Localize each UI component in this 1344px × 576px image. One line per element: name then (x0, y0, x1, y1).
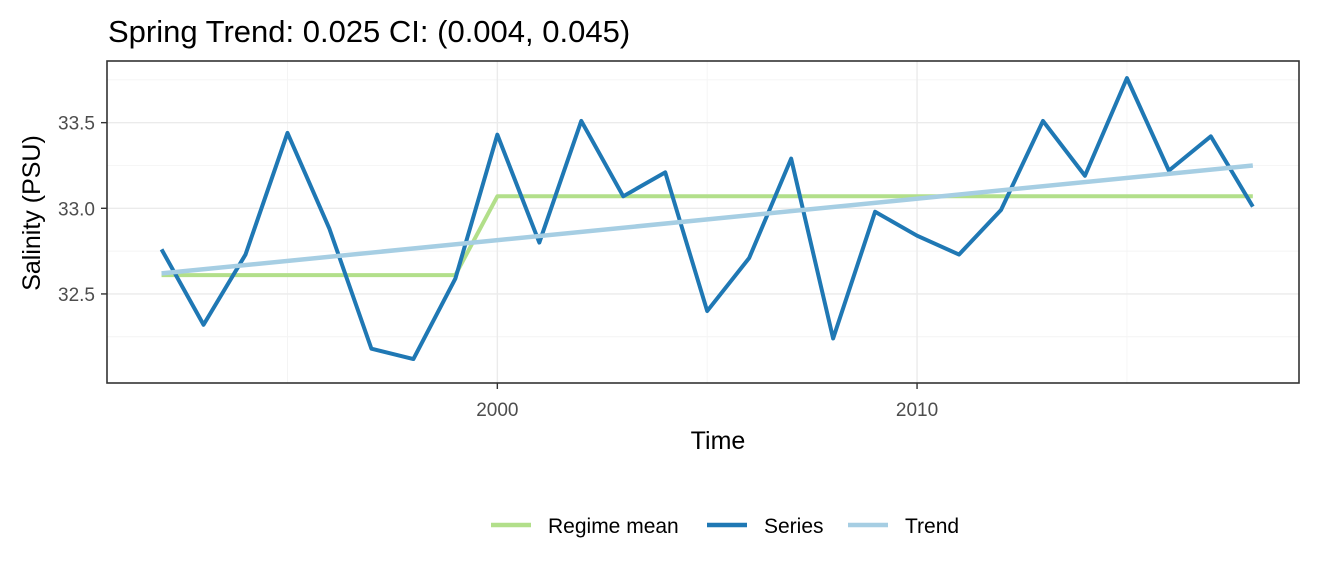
grid (107, 61, 1299, 383)
y-tick-label: 32.5 (58, 285, 95, 306)
legend-label-trend: Trend (905, 515, 959, 538)
legend-label-regime-mean: Regime mean (548, 515, 679, 538)
panel-border (106, 60, 1300, 384)
y-axis-title: Salinity (PSU) (18, 135, 46, 291)
y-tick-label: 33.5 (58, 114, 95, 135)
series-line-series (159, 76, 1255, 362)
x-axis-title: Time (691, 427, 746, 455)
chart-title: Spring Trend: 0.025 CI: (0.004, 0.045) (108, 14, 630, 49)
legend: Regime mean Series Trend (491, 515, 959, 538)
axes: 2000 2010 32.5 33.0 33.5 (58, 114, 938, 421)
x-tick-label: 2010 (896, 400, 938, 421)
y-tick-label: 33.0 (58, 199, 95, 220)
series-layer (159, 76, 1255, 362)
legend-label-series: Series (764, 515, 824, 538)
series-line-regime-mean (161, 194, 1253, 278)
x-tick-label: 2000 (476, 400, 518, 421)
series-line-trend (161, 163, 1254, 276)
